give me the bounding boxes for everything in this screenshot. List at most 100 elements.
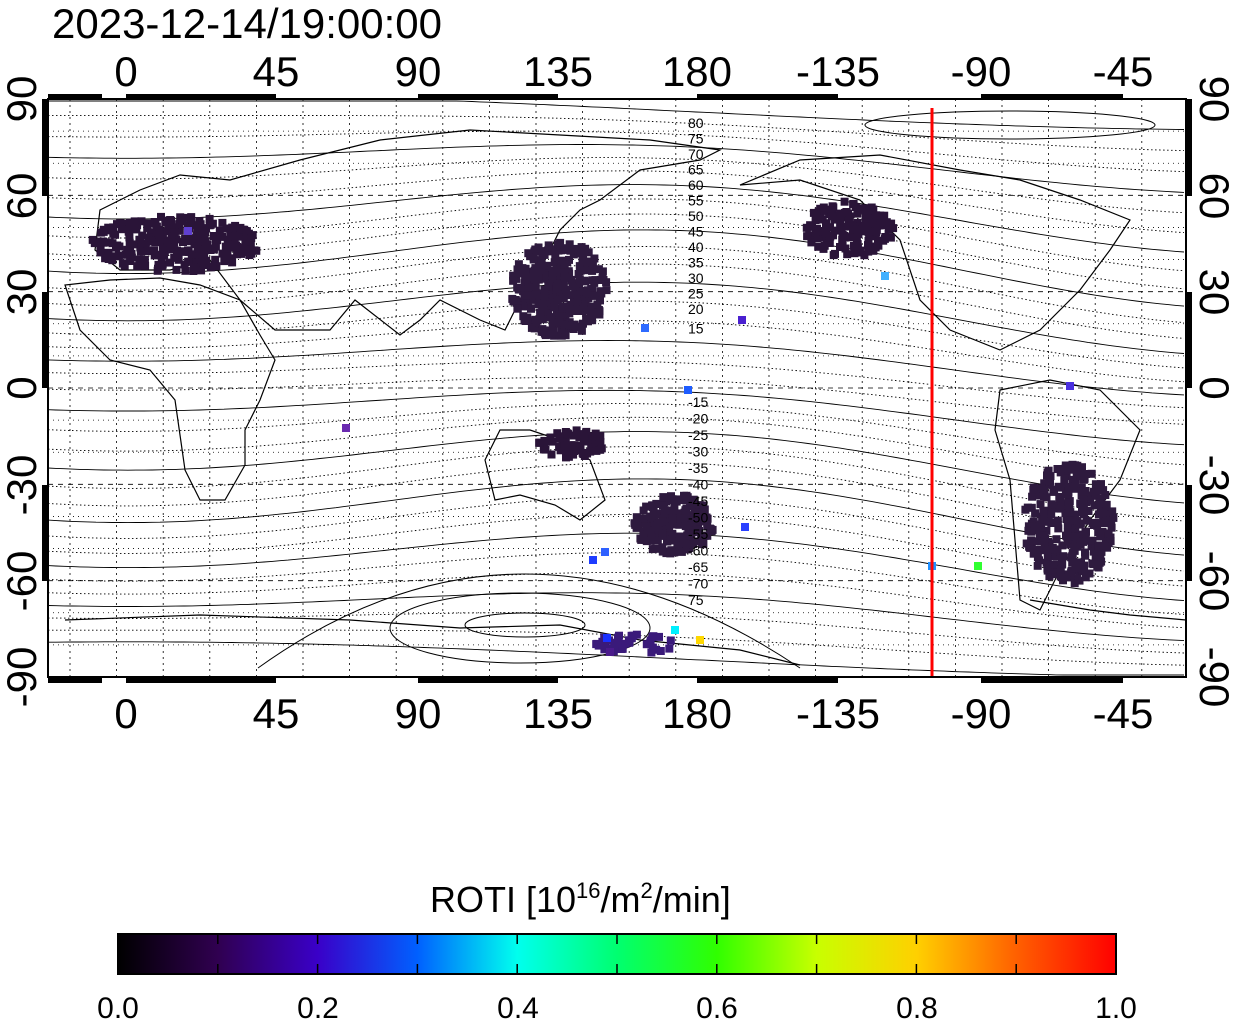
roti-cell	[565, 303, 574, 311]
roti-cell	[658, 547, 667, 556]
roti-cell	[231, 232, 240, 240]
roti-cell	[215, 226, 224, 235]
roti-cell	[1053, 518, 1062, 527]
roti-cell	[845, 233, 854, 242]
roti-cell	[1067, 568, 1076, 577]
contour-line	[47, 300, 1185, 369]
roti-cell	[578, 448, 587, 457]
roti-point	[881, 272, 889, 280]
roti-cell	[540, 292, 549, 301]
roti-cell	[681, 506, 690, 515]
right-axis-bar	[1186, 292, 1192, 388]
roti-cell	[129, 222, 137, 231]
roti-cell	[836, 209, 845, 218]
contour-line	[47, 532, 1185, 602]
roti-cell	[218, 249, 227, 258]
roti-cell	[1036, 523, 1045, 532]
roti-cell	[531, 282, 540, 291]
roti-cell	[850, 225, 859, 234]
roti-cell	[808, 222, 816, 231]
roti-cell	[125, 233, 134, 242]
roti-cell	[1079, 475, 1088, 484]
roti-cell	[558, 302, 567, 311]
roti-cell	[1094, 541, 1103, 550]
roti-cell	[1063, 520, 1072, 529]
roti-cell	[157, 212, 165, 221]
roti-cell	[141, 261, 150, 270]
roti-cell	[513, 283, 522, 292]
roti-cell	[1063, 532, 1071, 541]
roti-cell	[577, 326, 586, 335]
roti-cell	[672, 497, 681, 506]
roti-cell	[590, 254, 599, 263]
roti-cell	[550, 313, 559, 322]
left-axis-bar	[42, 485, 48, 581]
roti-cell	[547, 330, 556, 339]
roti-cell	[1056, 572, 1065, 581]
roti-cell	[1040, 479, 1049, 488]
roti-cell	[223, 240, 232, 249]
roti-cell	[614, 633, 622, 642]
roti-point	[974, 562, 982, 570]
roti-cell	[594, 306, 603, 314]
roti-cluster-east-asia	[508, 238, 611, 340]
roti-cell	[146, 228, 155, 237]
contour-line	[47, 431, 1185, 504]
roti-cell	[656, 647, 665, 655]
coastline-1	[94, 129, 722, 336]
roti-cell	[842, 208, 851, 217]
roti-cell	[190, 240, 199, 248]
roti-cell	[151, 219, 160, 228]
roti-cell	[658, 517, 667, 526]
contour-line	[47, 495, 1185, 572]
roti-cell	[1077, 468, 1086, 477]
contour-label-south--15: -15	[688, 394, 708, 410]
map-panel: 8075706560555045403530252015-15-20-25-30…	[47, 98, 1187, 678]
roti-cell	[1070, 579, 1079, 588]
roti-cell	[125, 238, 134, 247]
roti-cell	[845, 212, 854, 221]
roti-cell	[130, 217, 139, 226]
roti-cell	[554, 240, 562, 249]
roti-cell	[126, 257, 135, 265]
roti-cell	[1070, 543, 1079, 552]
roti-cell	[226, 232, 235, 241]
roti-point	[184, 227, 192, 235]
roti-point	[342, 424, 350, 432]
roti-cell	[538, 315, 547, 324]
roti-cell	[1050, 504, 1059, 513]
roti-cell	[135, 235, 144, 244]
contour-label-north-60: 60	[688, 177, 704, 193]
roti-cell	[535, 438, 544, 447]
roti-cell	[1050, 570, 1059, 579]
roti-cell	[655, 632, 663, 641]
roti-cell	[113, 220, 121, 229]
roti-cell	[137, 243, 146, 252]
colorbar-tick-label-1: 0.2	[297, 992, 339, 1024]
roti-cell	[679, 539, 688, 548]
roti-cell	[548, 290, 557, 299]
roti-cell	[1045, 572, 1054, 581]
roti-cell	[511, 296, 520, 304]
roti-cell	[668, 529, 677, 538]
roti-cell	[654, 500, 663, 508]
roti-cell	[193, 234, 202, 243]
roti-cell	[867, 214, 876, 223]
roti-cell	[594, 641, 603, 650]
roti-cell	[687, 511, 696, 520]
roti-cell	[181, 213, 190, 222]
roti-cell	[1087, 469, 1096, 478]
roti-cell	[646, 536, 655, 545]
left-axis-bar	[42, 99, 48, 196]
contour-label-south--45: -45	[688, 493, 708, 509]
roti-cell	[1039, 507, 1048, 516]
right-axis-bar	[1186, 99, 1192, 196]
roti-cell	[1042, 526, 1051, 535]
roti-cell	[1097, 494, 1106, 503]
roti-cell	[212, 262, 221, 271]
roti-cell	[1057, 499, 1066, 508]
roti-cell	[539, 303, 548, 312]
roti-cell	[840, 222, 849, 231]
roti-cell	[682, 521, 690, 530]
contour-label-north-35: 35	[688, 255, 704, 271]
